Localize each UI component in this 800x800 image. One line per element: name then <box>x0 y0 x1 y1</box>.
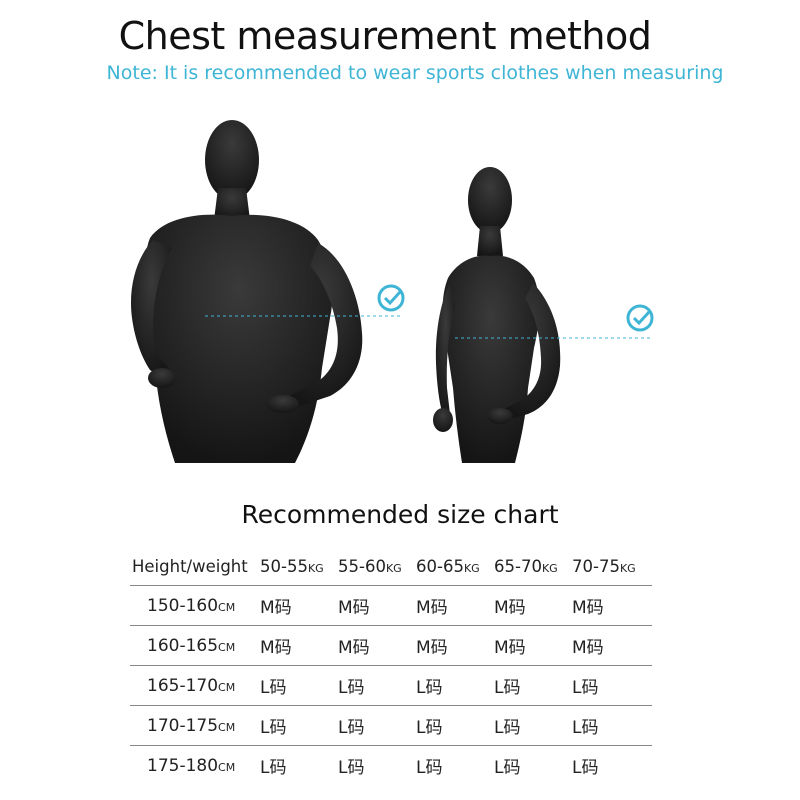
size-cell: L码 <box>260 745 338 785</box>
size-cell: M码 <box>260 625 338 666</box>
size-chart-title: Recommended size chart <box>241 500 559 529</box>
weight-header: 55-60KG <box>338 557 402 576</box>
mannequin-illustration <box>130 120 654 463</box>
size-cell: M码 <box>494 625 572 666</box>
female-mannequin <box>433 167 561 463</box>
size-cell: L码 <box>260 665 338 706</box>
check-circle-icon <box>626 304 654 332</box>
size-cell: L码 <box>416 665 494 706</box>
size-cell: L码 <box>572 665 652 706</box>
size-cell: M码 <box>338 585 416 626</box>
size-cell: M码 <box>494 585 572 626</box>
weight-header: 60-65KG <box>416 557 480 576</box>
weight-header: 50-55KG <box>260 557 324 576</box>
size-cell: M码 <box>572 625 652 666</box>
check-circle-icon <box>377 284 405 312</box>
size-cell: M码 <box>416 625 494 666</box>
size-cell: M码 <box>572 585 652 626</box>
table-row: 160-165CM M码 M码 M码 M码 M码 <box>130 625 652 666</box>
table-row: 165-170CM L码 L码 L码 L码 L码 <box>130 665 652 706</box>
height-cell: 175-180CM <box>130 745 260 785</box>
measurement-note: Note: It is recommended to wear sports c… <box>106 62 724 84</box>
size-cell: L码 <box>260 705 338 746</box>
size-cell: M码 <box>416 585 494 626</box>
size-cell: M码 <box>260 585 338 626</box>
size-cell: L码 <box>572 705 652 746</box>
size-cell: L码 <box>494 665 572 706</box>
size-cell: M码 <box>338 625 416 666</box>
size-cell: L码 <box>494 745 572 785</box>
size-cell: L码 <box>416 745 494 785</box>
size-cell: L码 <box>338 745 416 785</box>
size-chart-table: Height/weight 50-55KG 55-60KG 60-65KG 65… <box>130 548 652 785</box>
size-cell: L码 <box>494 705 572 746</box>
height-cell: 150-160CM <box>130 585 260 626</box>
size-cell: L码 <box>338 665 416 706</box>
table-row: 150-160CM M码 M码 M码 M码 M码 <box>130 585 652 626</box>
table-row: 175-180CM L码 L码 L码 L码 L码 <box>130 745 652 785</box>
table-row: 170-175CM L码 L码 L码 L码 L码 <box>130 705 652 746</box>
corner-label: Height/weight <box>132 557 248 576</box>
size-cell: L码 <box>416 705 494 746</box>
height-cell: 160-165CM <box>130 625 260 666</box>
page-title: Chest measurement method <box>118 14 652 58</box>
size-cell: L码 <box>572 745 652 785</box>
weight-header: 70-75KG <box>572 557 636 576</box>
weight-header: 65-70KG <box>494 557 558 576</box>
size-chart-header-row: Height/weight 50-55KG 55-60KG 60-65KG 65… <box>130 548 652 586</box>
size-cell: L码 <box>338 705 416 746</box>
male-mannequin <box>130 120 363 463</box>
height-cell: 170-175CM <box>130 705 260 746</box>
height-cell: 165-170CM <box>130 665 260 706</box>
